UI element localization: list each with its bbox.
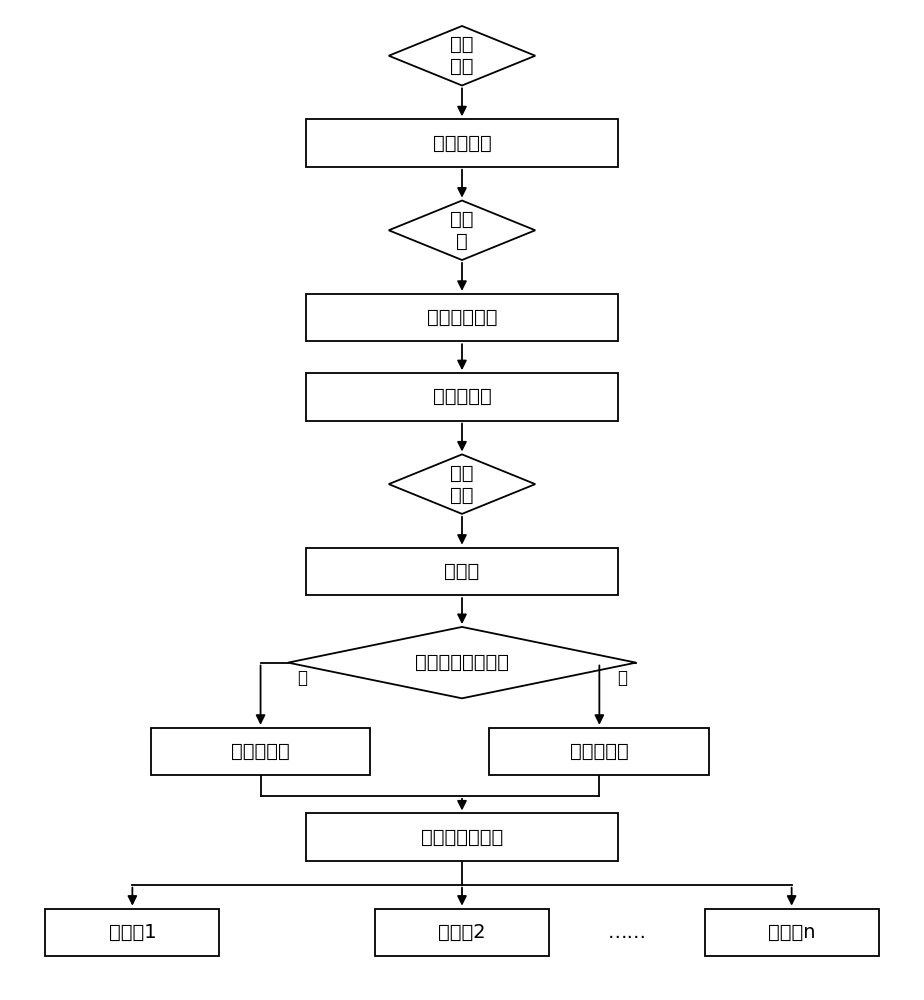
Bar — [307, 813, 617, 861]
Text: 是否达到预设条件: 是否达到预设条件 — [415, 653, 509, 672]
Text: 冷却器关闭: 冷却器关闭 — [570, 742, 628, 761]
Bar — [307, 373, 617, 421]
Text: 温度
数据: 温度 数据 — [450, 35, 474, 76]
Text: 光纤传输单元: 光纤传输单元 — [427, 308, 497, 327]
Polygon shape — [389, 454, 535, 514]
Bar — [307, 548, 617, 595]
Bar — [45, 909, 219, 956]
Bar — [307, 119, 617, 167]
Text: 冷却器n: 冷却器n — [768, 923, 815, 942]
Text: 冷却器2: 冷却器2 — [438, 923, 486, 942]
Text: 冷却器控制单元: 冷却器控制单元 — [420, 828, 504, 847]
Text: 光信
号: 光信 号 — [450, 210, 474, 251]
Text: 冷却器1: 冷却器1 — [108, 923, 156, 942]
Text: 冷却器开启: 冷却器开启 — [231, 742, 290, 761]
Polygon shape — [389, 201, 535, 260]
Bar — [375, 909, 549, 956]
Text: 否: 否 — [617, 669, 626, 687]
Text: 是: 是 — [298, 669, 307, 687]
Bar — [705, 909, 879, 956]
Text: 计算机: 计算机 — [444, 562, 480, 581]
Bar — [490, 728, 710, 775]
Text: ……: …… — [607, 923, 646, 942]
Bar — [151, 728, 371, 775]
Polygon shape — [389, 26, 535, 85]
Bar — [307, 294, 617, 341]
Text: 光纤传感器: 光纤传感器 — [432, 133, 492, 152]
Text: 光纤解调仪: 光纤解调仪 — [432, 387, 492, 406]
Polygon shape — [288, 627, 636, 698]
Text: 数字
信号: 数字 信号 — [450, 464, 474, 505]
